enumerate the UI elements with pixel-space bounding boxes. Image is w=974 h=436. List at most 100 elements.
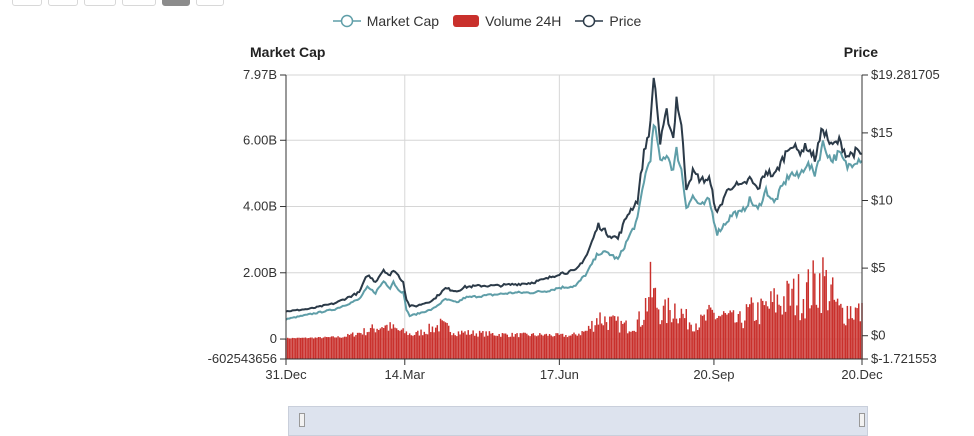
volume-bar <box>639 326 642 359</box>
volume-bar <box>690 324 692 359</box>
volume-bar <box>550 335 552 359</box>
range-button-year[interactable]: y <box>162 0 190 6</box>
range-navigator[interactable] <box>288 406 868 436</box>
volume-bar <box>722 311 725 359</box>
volume-bar <box>397 330 400 359</box>
volume-bar <box>327 337 330 359</box>
volume-bar <box>568 335 570 359</box>
volume-bar <box>555 333 557 359</box>
volume-bar <box>833 299 836 359</box>
navigator-left-handle[interactable] <box>299 413 305 427</box>
volume-bar <box>503 333 505 359</box>
volume-bar <box>817 307 819 359</box>
volume-bar <box>620 320 622 359</box>
volume-bar <box>386 324 388 359</box>
right-axis-title: Price <box>843 44 878 60</box>
volume-bar <box>830 284 832 359</box>
volume-bar <box>417 330 419 359</box>
volume-bar <box>560 333 562 359</box>
volume-bar <box>298 337 300 359</box>
x-tick-label: 31.Dec <box>265 367 307 382</box>
volume-bar <box>781 314 784 359</box>
volume-bar <box>496 335 499 359</box>
volume-bar <box>674 303 676 359</box>
volume-bar <box>696 330 699 359</box>
volume-bar <box>739 311 741 359</box>
volume-bar <box>433 332 435 359</box>
volume-bar <box>358 332 360 359</box>
volume-bar <box>750 297 753 359</box>
legend-item-price[interactable]: Price <box>575 13 641 29</box>
volume-bar <box>692 331 694 359</box>
right-tick-label: $-1.721553 <box>871 351 937 366</box>
volume-bar <box>514 334 517 359</box>
legend-item-volume[interactable]: Volume 24H <box>453 13 561 29</box>
volume-bar <box>410 335 413 359</box>
legend-label: Market Cap <box>366 13 440 29</box>
range-button-2[interactable] <box>48 0 78 6</box>
volume-bar <box>288 338 290 359</box>
volume-bar <box>570 335 572 359</box>
volume-bar <box>556 333 559 359</box>
volume-bar <box>561 333 564 359</box>
volume-bar <box>724 313 727 359</box>
volume-bar <box>526 333 528 359</box>
volume-bar <box>436 325 439 359</box>
volume-bar <box>664 299 666 359</box>
legend-item-market-cap[interactable]: Market Cap <box>332 13 440 29</box>
volume-bar <box>630 331 632 359</box>
volume-bar <box>469 334 471 359</box>
volume-bar <box>402 328 404 359</box>
volume-bar <box>597 324 600 359</box>
volume-bar <box>516 333 518 359</box>
volume-bar <box>408 333 411 359</box>
volume-bar <box>462 332 465 359</box>
volume-bar <box>802 299 805 359</box>
volume-bar <box>760 298 762 359</box>
volume-bar <box>734 322 736 359</box>
range-button-1[interactable] <box>12 0 42 6</box>
volume-bar <box>378 330 380 359</box>
volume-bar <box>335 337 338 359</box>
volume-bar <box>451 335 453 359</box>
volume-bar <box>835 301 837 359</box>
volume-bar <box>379 328 382 359</box>
volume-bar <box>726 314 728 359</box>
volume-bar <box>425 333 427 359</box>
volume-bar <box>439 318 442 359</box>
volume-bar <box>758 324 761 359</box>
range-button-3[interactable] <box>84 0 116 6</box>
volume-bar <box>836 298 839 359</box>
volume-bar <box>740 322 743 359</box>
volume-bar <box>553 336 556 359</box>
volume-bar <box>511 332 513 359</box>
volume-bar <box>827 310 829 359</box>
volume-bar <box>685 309 688 359</box>
volume-bar <box>527 335 530 359</box>
range-button-4[interactable] <box>122 0 156 6</box>
volume-bar <box>420 329 422 359</box>
volume-bar <box>517 337 520 359</box>
left-tick-label: 4.00B <box>243 199 277 214</box>
volume-bar <box>695 323 697 359</box>
volume-bar <box>626 333 629 359</box>
volume-bar <box>428 323 430 359</box>
volume-bar <box>472 330 474 359</box>
volume-bar <box>775 312 777 359</box>
volume-bar <box>708 304 710 359</box>
volume-bar <box>464 331 466 359</box>
volume-bar <box>661 320 663 359</box>
volume-bar <box>848 318 850 359</box>
volume-bar <box>853 319 855 359</box>
volume-bar <box>594 325 596 359</box>
line-marker-icon <box>332 14 361 28</box>
chart-legend: Market Cap Volume 24H Price <box>0 13 974 29</box>
volume-bar <box>763 305 766 359</box>
volume-bar <box>477 336 479 359</box>
navigator-right-handle[interactable] <box>859 413 865 427</box>
volume-bar <box>347 333 349 359</box>
range-button-all[interactable] <box>196 0 224 6</box>
volume-bar <box>573 332 575 359</box>
volume-bar <box>586 330 588 359</box>
volume-bar <box>752 302 754 359</box>
